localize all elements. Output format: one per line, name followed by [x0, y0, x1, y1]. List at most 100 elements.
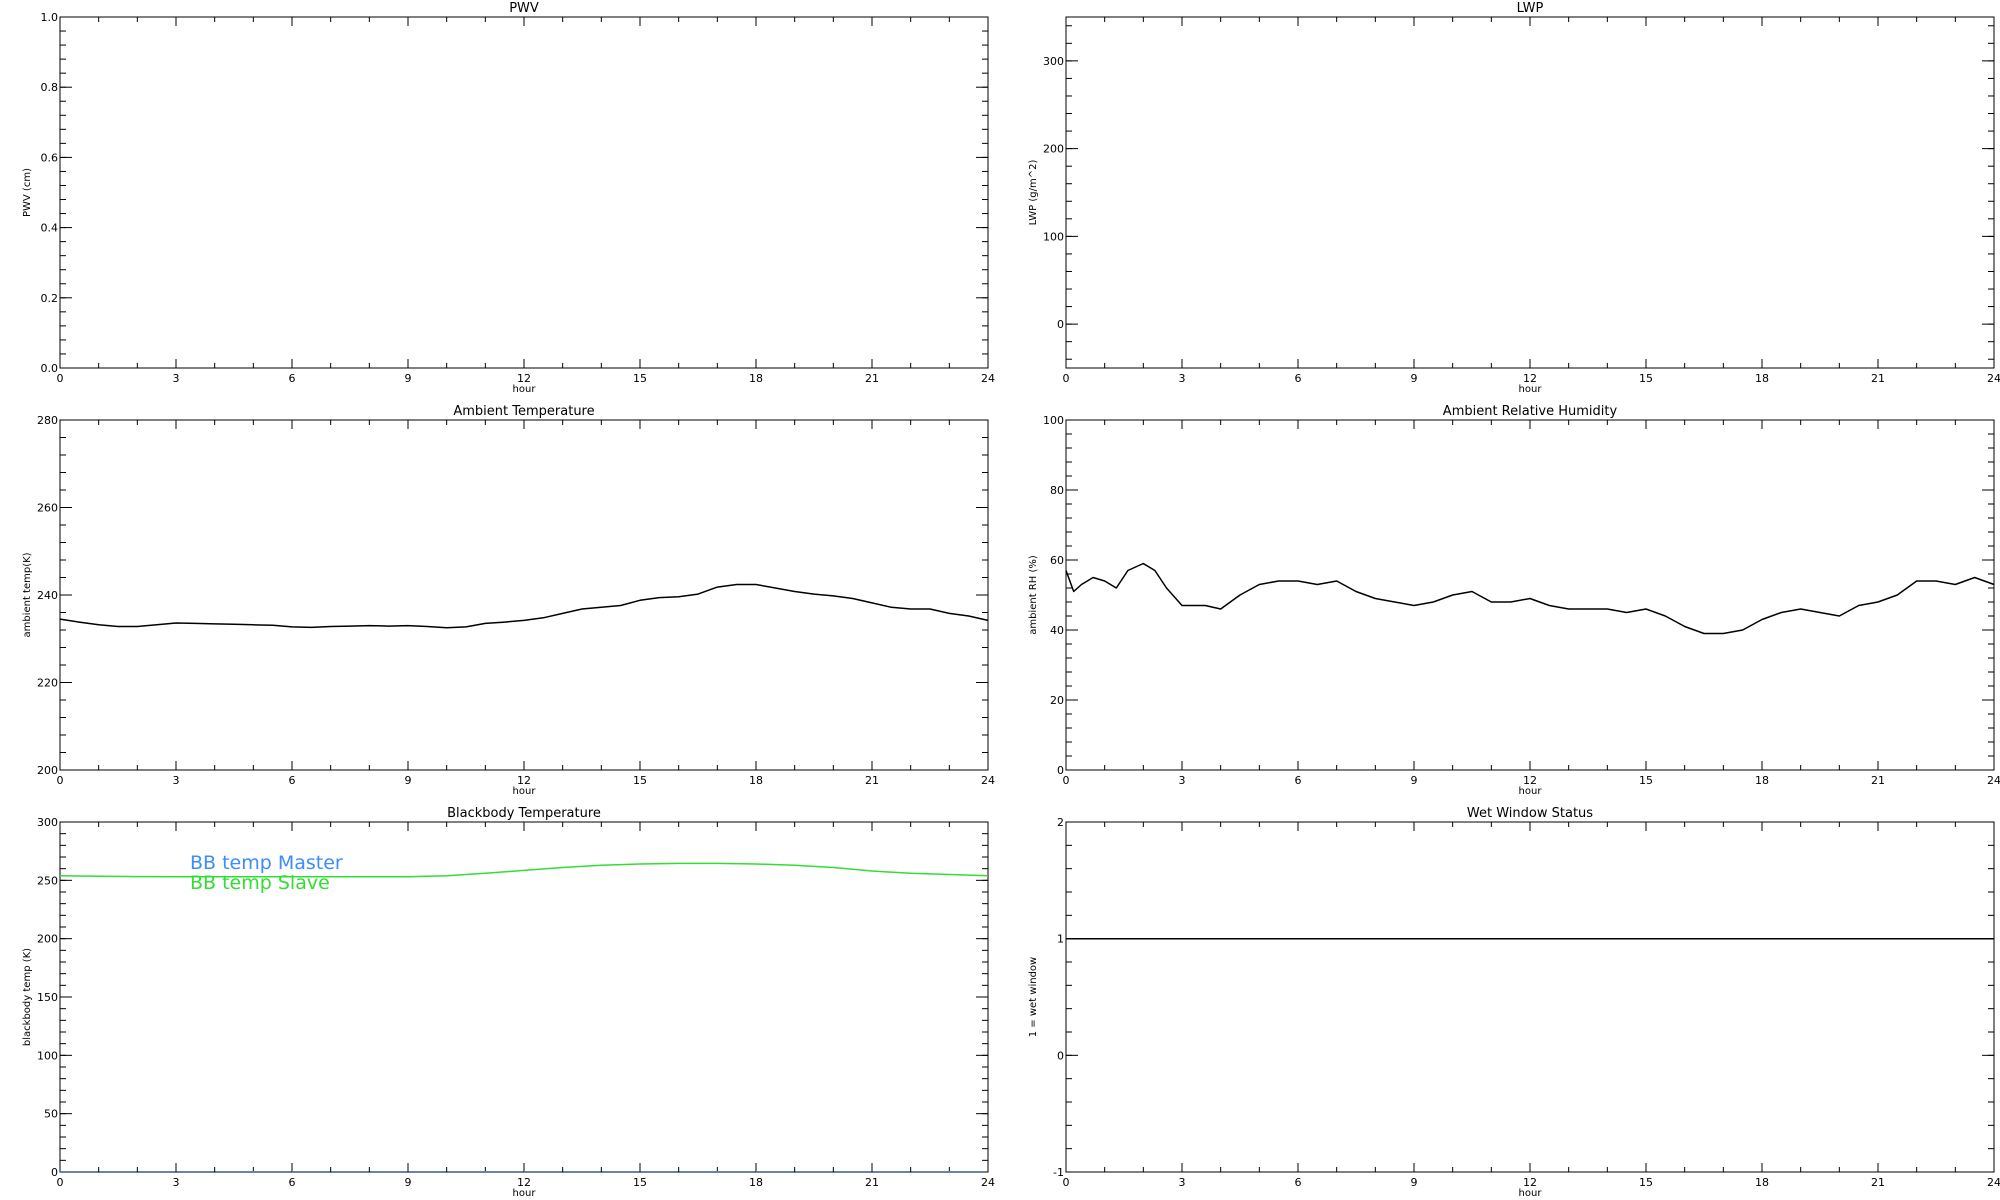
x-tick-label: 21	[1871, 774, 1885, 787]
x-tick-label: 18	[1755, 372, 1769, 385]
y-tick-label: 200	[1043, 143, 1064, 156]
x-axis-label: hour	[513, 786, 537, 797]
x-tick-label: 15	[1639, 372, 1653, 385]
y-tick-label: 250	[37, 874, 58, 887]
chart-panel-2: LWP 0 3 6 9 12 15 18 21 24 hour 0 100 200 300 LWP (g/m^…	[1028, 1, 2000, 395]
x-tick-label: 9	[1411, 1176, 1418, 1189]
chart-title: Blackbody Temperature	[447, 806, 601, 821]
y-tick-label: 0	[1057, 1049, 1064, 1062]
plot-frame	[59, 419, 989, 771]
x-tick-label: 12	[517, 372, 531, 385]
x-tick-label: 15	[633, 372, 647, 385]
x-tick-label: 0	[57, 1176, 64, 1189]
x-tick-label: 6	[289, 774, 296, 787]
x-tick-label: 18	[749, 1176, 763, 1189]
y-tick-label: 0.8	[41, 81, 59, 94]
y-tick-label: 200	[37, 764, 58, 777]
y-tick-label: 0	[1057, 764, 1064, 777]
x-tick-label: 21	[865, 774, 879, 787]
x-tick-label: 0	[1063, 372, 1070, 385]
x-tick-label: 6	[1295, 774, 1302, 787]
x-tick-label: 3	[173, 774, 180, 787]
y-tick-label: 0	[1057, 318, 1064, 331]
y-tick-label: 1	[1057, 933, 1064, 946]
x-tick-label: 15	[1639, 1176, 1653, 1189]
y-tick-label: 0	[51, 1166, 58, 1179]
x-tick-label: 3	[1179, 372, 1186, 385]
plot-frame	[1065, 419, 1995, 771]
x-tick-label: 12	[517, 1176, 531, 1189]
plot-frame	[1065, 821, 1995, 1173]
x-tick-label: 18	[1755, 774, 1769, 787]
y-axis-label: ambient RH (%)	[1028, 555, 1039, 635]
x-tick-label: 24	[1987, 1176, 2000, 1189]
chart-panel-4: Ambient Relative Humidity 0 3 6 9 12 15 18 21 24 h…	[1028, 404, 2000, 797]
x-tick-label: 15	[633, 1176, 647, 1189]
x-tick-label: 24	[1987, 774, 2000, 787]
x-tick-label: 18	[749, 774, 763, 787]
y-tick-label: 0.6	[41, 151, 59, 164]
x-axis-label: hour	[1519, 1188, 1543, 1199]
y-tick-label: 260	[37, 502, 58, 515]
x-axis-label: hour	[513, 384, 537, 395]
y-tick-label: -1	[1053, 1166, 1064, 1179]
x-tick-label: 9	[405, 774, 412, 787]
y-axis-label: PWV (cm)	[22, 168, 33, 217]
x-tick-label: 6	[1295, 372, 1302, 385]
chart-panel-5: Blackbody Temperature 0 3 6 9 12 15 18 21 24 hour 0…	[22, 806, 995, 1199]
chart-title: LWP	[1517, 1, 1544, 16]
y-tick-label: 0.4	[41, 222, 59, 235]
x-tick-label: 3	[173, 372, 180, 385]
y-tick-label: 50	[44, 1108, 58, 1121]
chart-title: Ambient Temperature	[453, 404, 594, 419]
x-tick-label: 18	[1755, 1176, 1769, 1189]
x-axis-label: hour	[513, 1188, 537, 1199]
x-tick-label: 0	[1063, 1176, 1070, 1189]
y-tick-label: 100	[1043, 414, 1064, 427]
chart-panel-1: PWV 0 3 6 9 12 15 18 21 24 hour 0.0 0.2 0.4 0.6 0.8 1.0 P…	[22, 1, 995, 395]
y-tick-label: 300	[37, 816, 58, 829]
plot-frame	[1065, 16, 1995, 369]
y-tick-label: 100	[37, 1049, 58, 1062]
legend-entry: BB temp Master	[190, 852, 343, 874]
y-tick-label: 60	[1050, 554, 1064, 567]
x-tick-label: 12	[1523, 372, 1537, 385]
series-line-1	[59, 583, 989, 629]
chart-title: Wet Window Status	[1467, 806, 1593, 821]
x-tick-label: 12	[1523, 1176, 1537, 1189]
y-tick-label: 80	[1050, 484, 1064, 497]
x-tick-label: 12	[1523, 774, 1537, 787]
y-tick-label: 40	[1050, 624, 1064, 637]
x-tick-label: 12	[517, 774, 531, 787]
x-tick-label: 0	[1063, 774, 1070, 787]
y-axis-label: 1 = wet window	[1028, 957, 1039, 1037]
y-tick-label: 240	[37, 589, 58, 602]
x-tick-label: 3	[1179, 1176, 1186, 1189]
y-tick-label: 200	[37, 933, 58, 946]
series-line-2	[59, 862, 989, 878]
y-tick-label: 100	[1043, 230, 1064, 243]
y-tick-label: 0.2	[41, 292, 59, 305]
x-tick-label: 21	[865, 1176, 879, 1189]
x-tick-label: 9	[405, 372, 412, 385]
x-tick-label: 18	[749, 372, 763, 385]
x-tick-label: 6	[289, 1176, 296, 1189]
plot-frame	[59, 16, 989, 369]
x-tick-label: 6	[1295, 1176, 1302, 1189]
chart-panel-3: Ambient Temperature 0 3 6 9 12 15 18 21 24 hour 200…	[22, 404, 995, 797]
y-axis-label: LWP (g/m^2)	[1028, 160, 1039, 226]
x-tick-label: 21	[1871, 1176, 1885, 1189]
x-tick-label: 0	[57, 372, 64, 385]
legend-entry: BB temp Slave	[190, 872, 330, 894]
y-tick-label: 2	[1057, 816, 1064, 829]
y-tick-label: 280	[37, 414, 58, 427]
y-tick-label: 20	[1050, 694, 1064, 707]
x-tick-label: 0	[57, 774, 64, 787]
y-axis-label: ambient temp(K)	[22, 552, 33, 637]
x-tick-label: 15	[1639, 774, 1653, 787]
x-tick-label: 24	[981, 372, 995, 385]
x-tick-label: 24	[1987, 372, 2000, 385]
x-tick-label: 9	[1411, 372, 1418, 385]
x-tick-label: 24	[981, 1176, 995, 1189]
